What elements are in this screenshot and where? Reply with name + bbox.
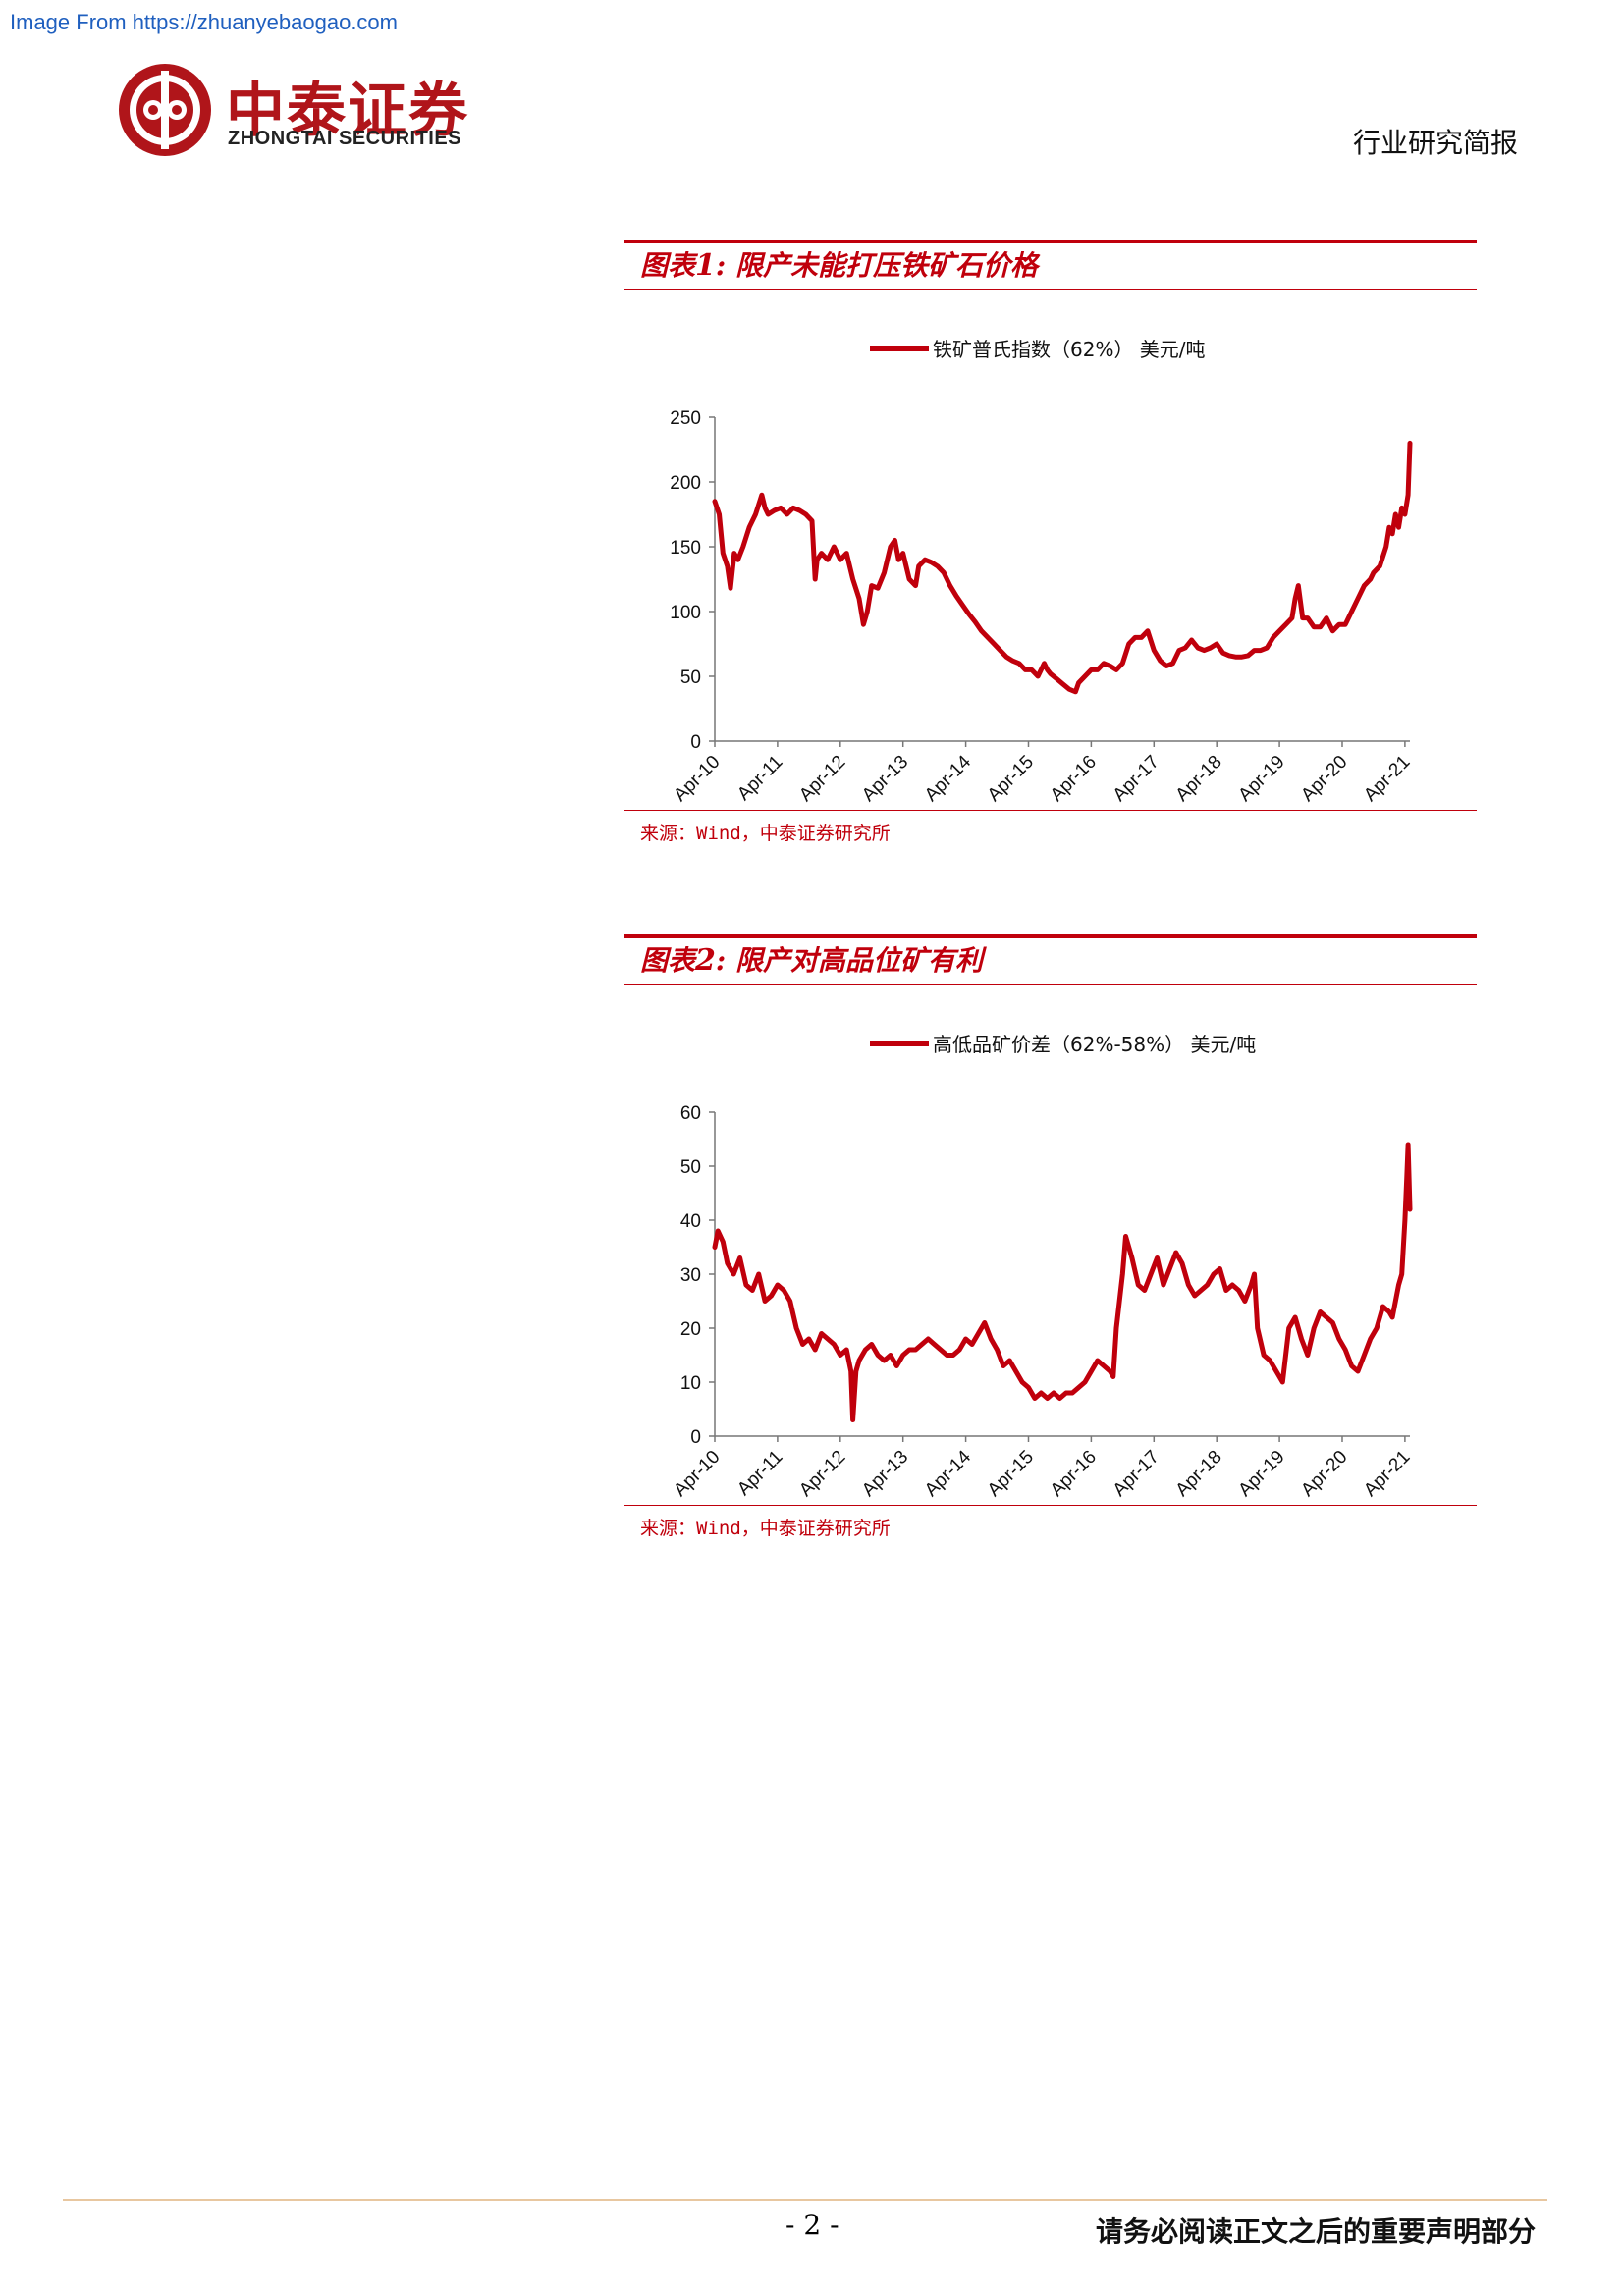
legend-label: 铁矿普氏指数（62%） 美元/吨 bbox=[933, 338, 1206, 361]
figure-title-number: 1 bbox=[695, 248, 716, 283]
series-line bbox=[712, 440, 1413, 695]
logo-english-name: ZHONGTAI SECURITIES bbox=[228, 128, 462, 149]
x-tick-label: Apr-16 bbox=[1047, 752, 1101, 806]
chart-area-2: 高低品矿价差（62%-58%） 美元/吨 0 10 20 30 40 50 60 Apr-10 A… bbox=[624, 985, 1477, 1505]
y-tick-label: 100 bbox=[670, 603, 701, 623]
x-tick-label: Apr-20 bbox=[1297, 1447, 1351, 1501]
y-tick-label: 20 bbox=[680, 1319, 701, 1340]
x-tick-label: Apr-12 bbox=[795, 752, 849, 806]
report-type-label: 行业研究简报 bbox=[1352, 127, 1518, 159]
figure-title-text: 限产未能打压铁矿石价格 bbox=[734, 249, 1038, 282]
y-tick-label: 10 bbox=[680, 1373, 701, 1394]
y-tick-label: 50 bbox=[680, 1157, 701, 1178]
logo-chinese-name: 中泰证券 bbox=[226, 77, 469, 145]
figure-title: 图表2: 限产对高品位矿有利 bbox=[624, 938, 1477, 985]
figure-title-number: 2 bbox=[695, 943, 716, 978]
y-tick-label: 150 bbox=[670, 538, 701, 559]
figure-top-rule bbox=[624, 934, 1477, 938]
figure-title-prefix: 图表 bbox=[640, 249, 696, 282]
company-logo: 中泰证券 ZHONGTAI SECURITIES bbox=[116, 61, 489, 169]
y-tick-label: 0 bbox=[690, 732, 701, 753]
y-tick-label: 30 bbox=[680, 1265, 701, 1286]
x-tick-label: Apr-12 bbox=[795, 1447, 849, 1501]
source-link[interactable]: Image From https://zhuanyebaogao.com bbox=[10, 10, 398, 34]
x-tick-label: Apr-10 bbox=[670, 1447, 724, 1501]
chart-legend: 高低品矿价差（62%-58%） 美元/吨 bbox=[870, 1033, 1256, 1056]
x-tick-label: Apr-17 bbox=[1110, 1447, 1164, 1501]
figure-source: 来源：Wind，中泰证券研究所 bbox=[640, 823, 891, 844]
figure-1: 图表1: 限产未能打压铁矿石价格 铁矿普氏指数（62%） 美元/吨 0 50 100 1… bbox=[624, 240, 1477, 845]
x-tick-label: Apr-14 bbox=[921, 1446, 975, 1500]
footer-rule bbox=[63, 2199, 1547, 2201]
legend-label: 高低品矿价差（62%-58%） 美元/吨 bbox=[933, 1033, 1256, 1056]
chart-legend: 铁矿普氏指数（62%） 美元/吨 bbox=[870, 338, 1206, 361]
figure-title-prefix: 图表 bbox=[640, 944, 696, 977]
figure-source: 来源：Wind，中泰证券研究所 bbox=[640, 1518, 891, 1539]
x-tick-label: Apr-20 bbox=[1297, 752, 1351, 806]
series-line bbox=[712, 1142, 1413, 1422]
x-tick-label: Apr-19 bbox=[1234, 752, 1288, 806]
page-number: - 2 - bbox=[785, 2209, 839, 2241]
x-tick-label: Apr-10 bbox=[670, 752, 724, 806]
figure-title-colon: : bbox=[715, 944, 735, 977]
x-tick-label: Apr-13 bbox=[858, 1447, 912, 1501]
y-tick-label: 60 bbox=[680, 1103, 701, 1124]
x-tick-label: Apr-15 bbox=[984, 752, 1038, 806]
x-tick-label: Apr-18 bbox=[1172, 1447, 1226, 1501]
y-tick-label: 250 bbox=[670, 408, 701, 429]
figure-title: 图表1: 限产未能打压铁矿石价格 bbox=[624, 243, 1477, 290]
x-tick-label: Apr-17 bbox=[1110, 752, 1164, 806]
x-tick-label: Apr-11 bbox=[733, 752, 786, 805]
figure-bottom-rule bbox=[624, 810, 1477, 811]
x-tick-label: Apr-15 bbox=[984, 1447, 1038, 1501]
x-tick-label: Apr-11 bbox=[733, 1447, 786, 1500]
y-tick-label: 0 bbox=[690, 1427, 701, 1448]
figure-bottom-rule bbox=[624, 1505, 1477, 1506]
y-tick-label: 200 bbox=[670, 473, 701, 494]
x-tick-label: Apr-21 bbox=[1360, 1447, 1414, 1501]
figure-title-text: 限产对高品位矿有利 bbox=[734, 944, 983, 977]
x-tick-label: Apr-16 bbox=[1047, 1447, 1101, 1501]
figure-2: 图表2: 限产对高品位矿有利 高低品矿价差（62%-58%） 美元/吨 0 10 20… bbox=[624, 934, 1477, 1540]
figure-title-colon: : bbox=[715, 249, 735, 282]
y-tick-label: 40 bbox=[680, 1211, 701, 1232]
footer-disclaimer: 请务必阅读正文之后的重要声明部分 bbox=[1095, 2216, 1536, 2248]
x-tick-label: Apr-19 bbox=[1234, 1447, 1288, 1501]
chart-area-1: 铁矿普氏指数（62%） 美元/吨 0 50 100 150 200 250 Apr-10 Apr… bbox=[624, 290, 1477, 810]
x-tick-label: Apr-21 bbox=[1360, 752, 1414, 806]
logo-emblem-icon bbox=[119, 64, 211, 156]
x-tick-label: Apr-13 bbox=[858, 752, 912, 806]
x-tick-label: Apr-18 bbox=[1172, 752, 1226, 806]
y-tick-label: 50 bbox=[680, 667, 701, 688]
figure-top-rule bbox=[624, 240, 1477, 243]
x-tick-label: Apr-14 bbox=[921, 751, 975, 805]
